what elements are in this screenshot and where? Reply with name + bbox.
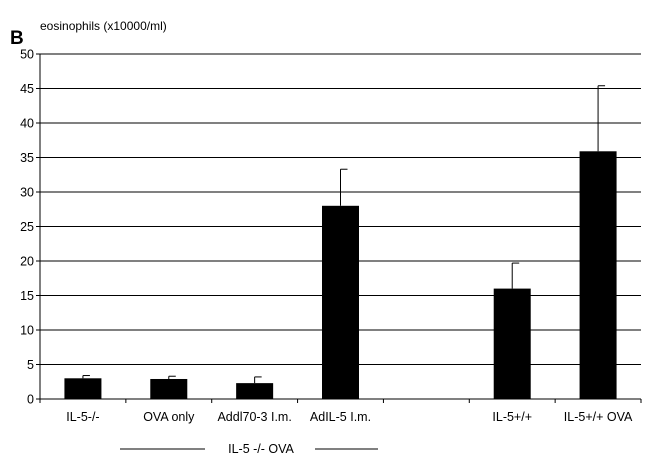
y-tick-label: 20 [20,255,34,269]
y-tick-label: 45 [20,82,34,96]
y-tick-label: 15 [20,289,34,303]
y-tick-label: 25 [20,220,34,234]
bar [236,383,274,399]
y-axis-label: eosinophils (x10000/ml) [40,19,167,33]
y-tick-label: 10 [20,324,34,338]
y-tick-labels: 0 5 10 15 20 25 30 35 40 45 50 [20,48,40,407]
x-category-label: Addl70-3 I.m. [217,410,291,424]
y-tick-label: 50 [20,48,34,62]
error-bars [82,85,606,384]
x-category-label: IL-5-/- [66,410,99,424]
bar [322,205,359,399]
bar [579,151,617,399]
group-bracket: IL-5 -/- OVA [120,442,378,454]
bars [64,151,617,399]
x-category-label: AdIL-5 I.m. [310,410,371,424]
y-tick-label: 40 [20,117,34,131]
panel-letter: B [10,28,24,49]
y-tick-label: 30 [20,186,34,200]
group-label: IL-5 -/- OVA [228,442,294,454]
bar [493,288,531,399]
x-category-label: IL-5+/+ [492,410,532,424]
bar [150,378,188,399]
y-tick-label: 35 [20,151,34,165]
x-category-label: OVA only [143,410,195,424]
bar [64,378,102,399]
x-tick-labels: IL-5-/- OVA only Addl70-3 I.m. AdIL-5 I.m. I… [39,399,642,424]
x-category-label: IL-5+/+ OVA [564,410,633,424]
y-tick-label: 0 [27,393,34,407]
y-tick-label: 5 [27,358,34,372]
